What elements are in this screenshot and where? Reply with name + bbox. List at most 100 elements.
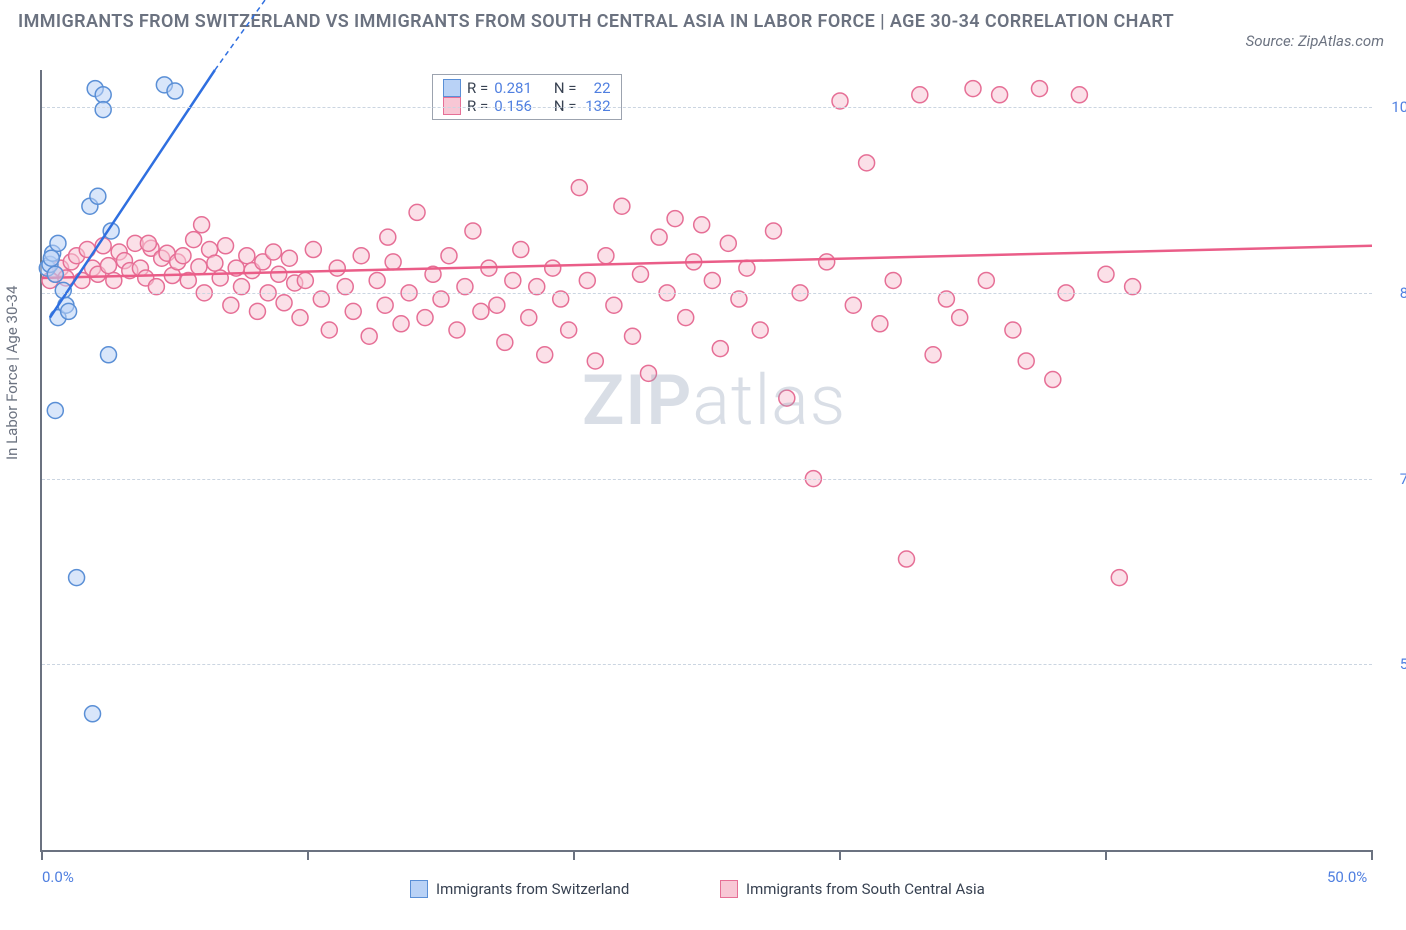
source-credit: Source: ZipAtlas.com [1246, 32, 1384, 50]
x-tick [307, 850, 309, 860]
x-tick [1105, 850, 1107, 860]
data-point [329, 260, 345, 276]
data-point [667, 211, 683, 227]
data-point [651, 229, 667, 245]
r-value-scasia: 0.156 [494, 97, 532, 115]
data-point [521, 310, 537, 326]
data-point [265, 244, 281, 260]
data-point [207, 255, 223, 271]
data-point [292, 310, 308, 326]
r-label: R = [467, 79, 488, 97]
swatch-switzerland-icon [410, 880, 428, 898]
data-point [95, 87, 111, 103]
data-point [885, 272, 901, 288]
data-point [598, 248, 614, 264]
data-point [606, 297, 622, 313]
data-point [925, 347, 941, 363]
data-point [47, 402, 63, 418]
data-point [377, 297, 393, 313]
x-tick [41, 850, 43, 860]
data-point [218, 238, 234, 254]
bottom-legend-label-b: Immigrants from South Central Asia [746, 880, 985, 898]
y-axis-label: In Labor Force | Age 30-34 [3, 286, 21, 460]
x-tick [839, 850, 841, 860]
gridline [42, 293, 1372, 294]
n-label: N = [554, 79, 577, 97]
data-point [90, 188, 106, 204]
data-point [441, 248, 457, 264]
data-point [449, 322, 465, 338]
data-point [545, 260, 561, 276]
r-value-switzerland: 0.281 [494, 79, 532, 97]
data-point [95, 102, 111, 118]
data-point [1111, 570, 1127, 586]
legend-row-switzerland: R = 0.281 N = 22 [443, 79, 611, 97]
data-point [505, 272, 521, 288]
data-point [473, 303, 489, 319]
data-point [101, 347, 117, 363]
data-point [194, 217, 210, 233]
r-label: R = [467, 97, 488, 115]
data-point [1071, 87, 1087, 103]
data-point [167, 83, 183, 99]
legend-row-scasia: R = 0.156 N = 132 [443, 97, 611, 115]
data-point [819, 254, 835, 270]
data-point [369, 272, 385, 288]
gridline [42, 664, 1372, 665]
data-point [47, 266, 63, 282]
data-point [513, 242, 529, 258]
x-tick-label: 0.0% [42, 868, 74, 886]
n-label: N = [554, 97, 577, 115]
data-point [85, 706, 101, 722]
data-point [625, 328, 641, 344]
data-point [393, 316, 409, 332]
data-point [101, 258, 117, 274]
n-value-switzerland: 22 [583, 79, 611, 97]
bottom-legend-label-a: Immigrants from Switzerland [436, 880, 629, 898]
data-point [276, 295, 292, 311]
data-point [271, 266, 287, 282]
gridline [42, 479, 1372, 480]
data-point [345, 303, 361, 319]
data-point [489, 297, 505, 313]
data-point [61, 303, 77, 319]
data-point [859, 155, 875, 171]
data-point [380, 229, 396, 245]
data-point [186, 232, 202, 248]
y-tick-label: 85.0% [1380, 284, 1406, 302]
data-point [417, 310, 433, 326]
data-point [385, 254, 401, 270]
y-tick-label: 70.0% [1380, 470, 1406, 488]
chart-title: IMMIGRANTS FROM SWITZERLAND VS IMMIGRANT… [18, 8, 1286, 37]
data-point [579, 272, 595, 288]
gridline [42, 107, 1372, 108]
y-tick-label: 55.0% [1380, 655, 1406, 673]
data-point [912, 87, 928, 103]
data-point [720, 235, 736, 251]
data-point [191, 259, 207, 275]
swatch-scasia-icon [720, 880, 738, 898]
data-point [872, 316, 888, 332]
data-point [297, 272, 313, 288]
stats-legend: R = 0.281 N = 22 R = 0.156 N = 132 [432, 74, 622, 120]
x-tick-label: 50.0% [1327, 868, 1367, 886]
data-point [1005, 322, 1021, 338]
data-point [845, 297, 861, 313]
data-point [69, 570, 85, 586]
y-tick-label: 100.0% [1380, 98, 1406, 116]
data-point [175, 248, 191, 264]
swatch-switzerland [443, 79, 461, 97]
data-point [766, 223, 782, 239]
data-point [640, 365, 656, 381]
data-point [965, 81, 981, 97]
data-point [1045, 372, 1061, 388]
data-point [899, 551, 915, 567]
data-point [1098, 266, 1114, 282]
data-point [739, 260, 755, 276]
data-point [1032, 81, 1048, 97]
data-point [978, 272, 994, 288]
data-point [952, 310, 968, 326]
data-point [305, 242, 321, 258]
data-point [992, 87, 1008, 103]
data-point [353, 248, 369, 264]
